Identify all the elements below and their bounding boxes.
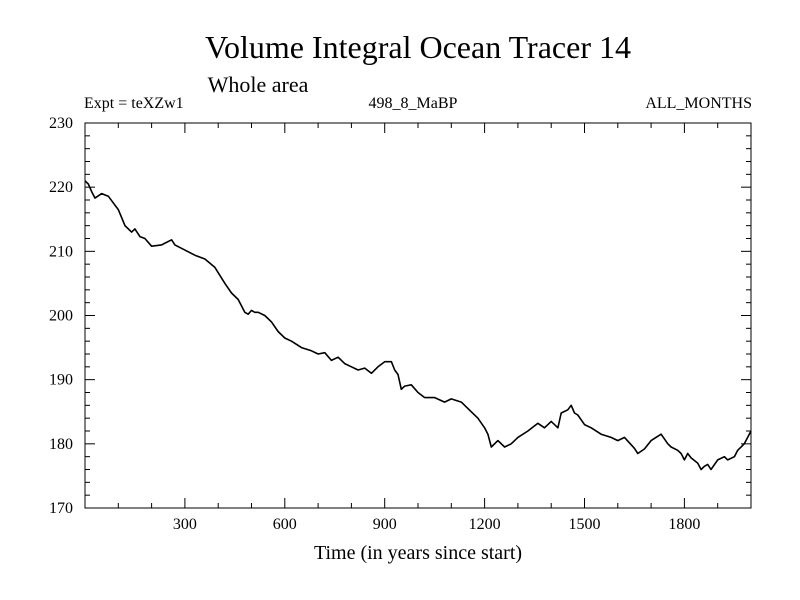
- x-tick-label: 600: [273, 516, 297, 533]
- y-tick-label: 220: [49, 179, 73, 196]
- plot-frame: [84, 122, 752, 509]
- x-tick-label: 900: [373, 516, 397, 533]
- y-tick-label: 230: [49, 115, 73, 132]
- x-axis-label: Time (in years since start): [314, 542, 522, 564]
- x-tick-label: 1200: [469, 516, 501, 533]
- y-tick-label: 210: [49, 243, 73, 260]
- y-axis: 170 180 190 200 210 220 230: [49, 115, 751, 517]
- x-tick-label: 1800: [668, 516, 700, 533]
- series-line: [84, 180, 752, 471]
- period-label: 498_8_MaBP: [369, 95, 458, 112]
- experiment-label: Expt = teXZw1: [84, 95, 184, 112]
- x-axis: 300 600 900 1200 1500 1800: [84, 123, 752, 533]
- chart-title: Volume Integral Ocean Tracer 14: [205, 29, 631, 65]
- x-tick-label: 300: [173, 516, 197, 533]
- y-tick-label: 190: [49, 372, 73, 389]
- y-tick-label: 200: [49, 308, 73, 325]
- months-label: ALL_MONTHS: [645, 95, 752, 112]
- chart-subtitle: Whole area: [208, 72, 309, 97]
- x-tick-label: 1500: [569, 516, 601, 533]
- y-tick-label: 180: [49, 436, 73, 453]
- y-tick-label: 170: [49, 500, 73, 517]
